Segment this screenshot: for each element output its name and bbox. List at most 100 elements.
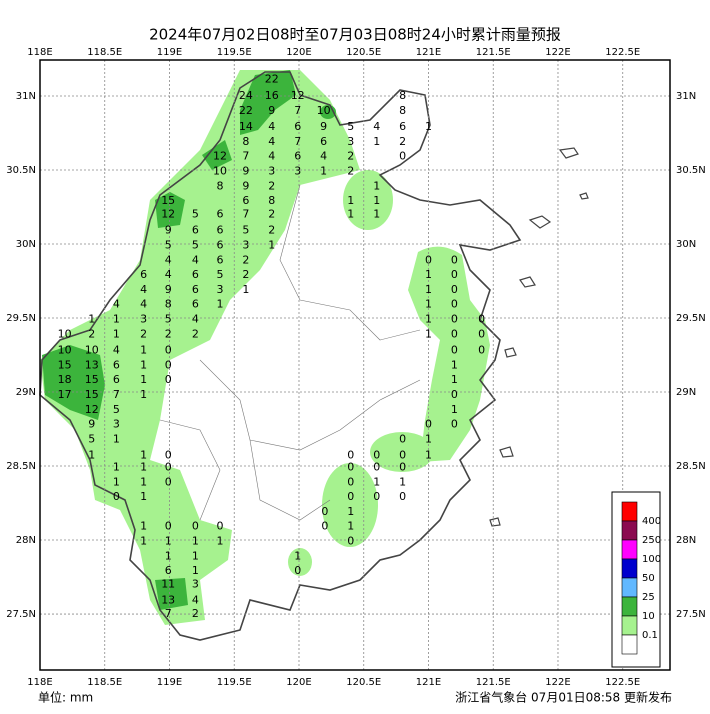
- station-value: 3: [217, 283, 224, 296]
- station-value: 2: [192, 607, 199, 620]
- station-value: 1: [140, 358, 147, 371]
- plot-frame: [39, 59, 671, 671]
- station-value: 0: [347, 535, 354, 548]
- station-value: 7: [242, 150, 249, 163]
- x-tick-label: 119.5E: [217, 47, 252, 58]
- y-tick-label: 29N: [676, 387, 696, 398]
- rain-area-dark: [240, 70, 296, 135]
- station-value: 6: [294, 150, 301, 163]
- station-value: 0: [217, 520, 224, 533]
- station-value: 14: [239, 120, 253, 133]
- station-value: 0: [165, 461, 172, 474]
- station-value: 5: [192, 207, 199, 220]
- station-value: 15: [161, 194, 175, 207]
- station-value: 1: [425, 327, 432, 340]
- x-tick-label: 122.5E: [605, 677, 640, 688]
- station-value: 15: [58, 358, 72, 371]
- legend-label: 100: [642, 554, 661, 565]
- rain-area-dark: [202, 140, 232, 170]
- station-value: 8: [217, 179, 224, 192]
- station-value: 16: [265, 89, 279, 102]
- x-tick-label: 120E: [286, 677, 311, 688]
- station-value: 8: [242, 135, 249, 148]
- y-tick-label: 30N: [16, 239, 36, 250]
- station-value: 0: [451, 268, 458, 281]
- station-value: 6: [217, 224, 224, 237]
- station-value: 0: [373, 449, 380, 462]
- station-value: 3: [113, 418, 120, 431]
- station-value: 1: [88, 312, 95, 325]
- station-value: 6: [399, 120, 406, 133]
- station-value: 2: [140, 327, 147, 340]
- station-value: 6: [165, 564, 172, 577]
- legend-label: 25: [642, 592, 655, 603]
- station-value: 1: [451, 373, 458, 386]
- station-value: 0: [165, 475, 172, 488]
- station-value: 3: [294, 164, 301, 177]
- station-value: 0: [451, 327, 458, 340]
- station-value: 1: [192, 535, 199, 548]
- station-value: 0: [478, 312, 485, 325]
- station-value: 6: [192, 268, 199, 281]
- island: [528, 215, 552, 229]
- station-value: 7: [294, 104, 301, 117]
- y-tick-label: 31N: [16, 91, 36, 102]
- station-value: 1: [425, 268, 432, 281]
- station-value: 22: [239, 104, 253, 117]
- station-value: 7: [165, 607, 172, 620]
- station-value: 18: [58, 373, 72, 386]
- station-value: 1: [347, 520, 354, 533]
- station-value: 0: [321, 505, 328, 518]
- y-tick-label: 29.5N: [676, 313, 706, 324]
- station-value: 4: [192, 594, 199, 607]
- station-value: 1: [425, 312, 432, 325]
- station-value: 0: [399, 490, 406, 503]
- x-tick-label: 121.5E: [476, 47, 511, 58]
- station-value: 6: [113, 373, 120, 386]
- station-value: 1: [140, 490, 147, 503]
- station-value: 9: [165, 224, 172, 237]
- station-value: 2: [347, 150, 354, 163]
- y-tick-label: 29.5N: [6, 313, 36, 324]
- station-value: 24: [239, 89, 253, 102]
- station-value: 5: [113, 403, 120, 416]
- station-value: 0: [321, 520, 328, 533]
- station-value: 4: [268, 150, 275, 163]
- station-value: 6: [113, 358, 120, 371]
- station-value: 2: [347, 164, 354, 177]
- rain-area-light: [343, 170, 393, 230]
- station-value: 2: [88, 327, 95, 340]
- county-lines: [159, 184, 421, 521]
- station-value: 5: [165, 312, 172, 325]
- rain-area-dark: [155, 578, 188, 610]
- station-value: 3: [268, 164, 275, 177]
- station-value: 1: [217, 535, 224, 548]
- station-value: 1: [140, 520, 147, 533]
- station-value: 8: [165, 298, 172, 311]
- station-value: 6: [192, 283, 199, 296]
- station-value: 8: [399, 89, 406, 102]
- station-value: 1: [451, 403, 458, 416]
- station-value: 4: [113, 344, 120, 357]
- legend-label: 50: [642, 573, 655, 584]
- issuer-label: 浙江省气象台 07月01日08:58 更新发布: [455, 690, 672, 705]
- station-value: 5: [165, 238, 172, 251]
- y-tick-label: 28N: [676, 535, 696, 546]
- station-value: 4: [192, 253, 199, 266]
- legend-swatch: [621, 520, 638, 541]
- x-tick-label: 118E: [27, 47, 52, 58]
- station-value: 12: [85, 403, 99, 416]
- station-value: 0: [451, 253, 458, 266]
- station-value: 2: [192, 327, 199, 340]
- station-value: 8: [399, 104, 406, 117]
- y-tick-label: 30N: [676, 239, 696, 250]
- island: [504, 347, 517, 358]
- station-value: 13: [161, 594, 175, 607]
- station-value: 3: [192, 577, 199, 590]
- station-value: 1: [373, 207, 380, 220]
- x-tick-label: 121E: [416, 677, 441, 688]
- station-value: 1: [140, 449, 147, 462]
- station-value: 6: [217, 207, 224, 220]
- station-value: 2: [268, 207, 275, 220]
- station-value: 0: [165, 449, 172, 462]
